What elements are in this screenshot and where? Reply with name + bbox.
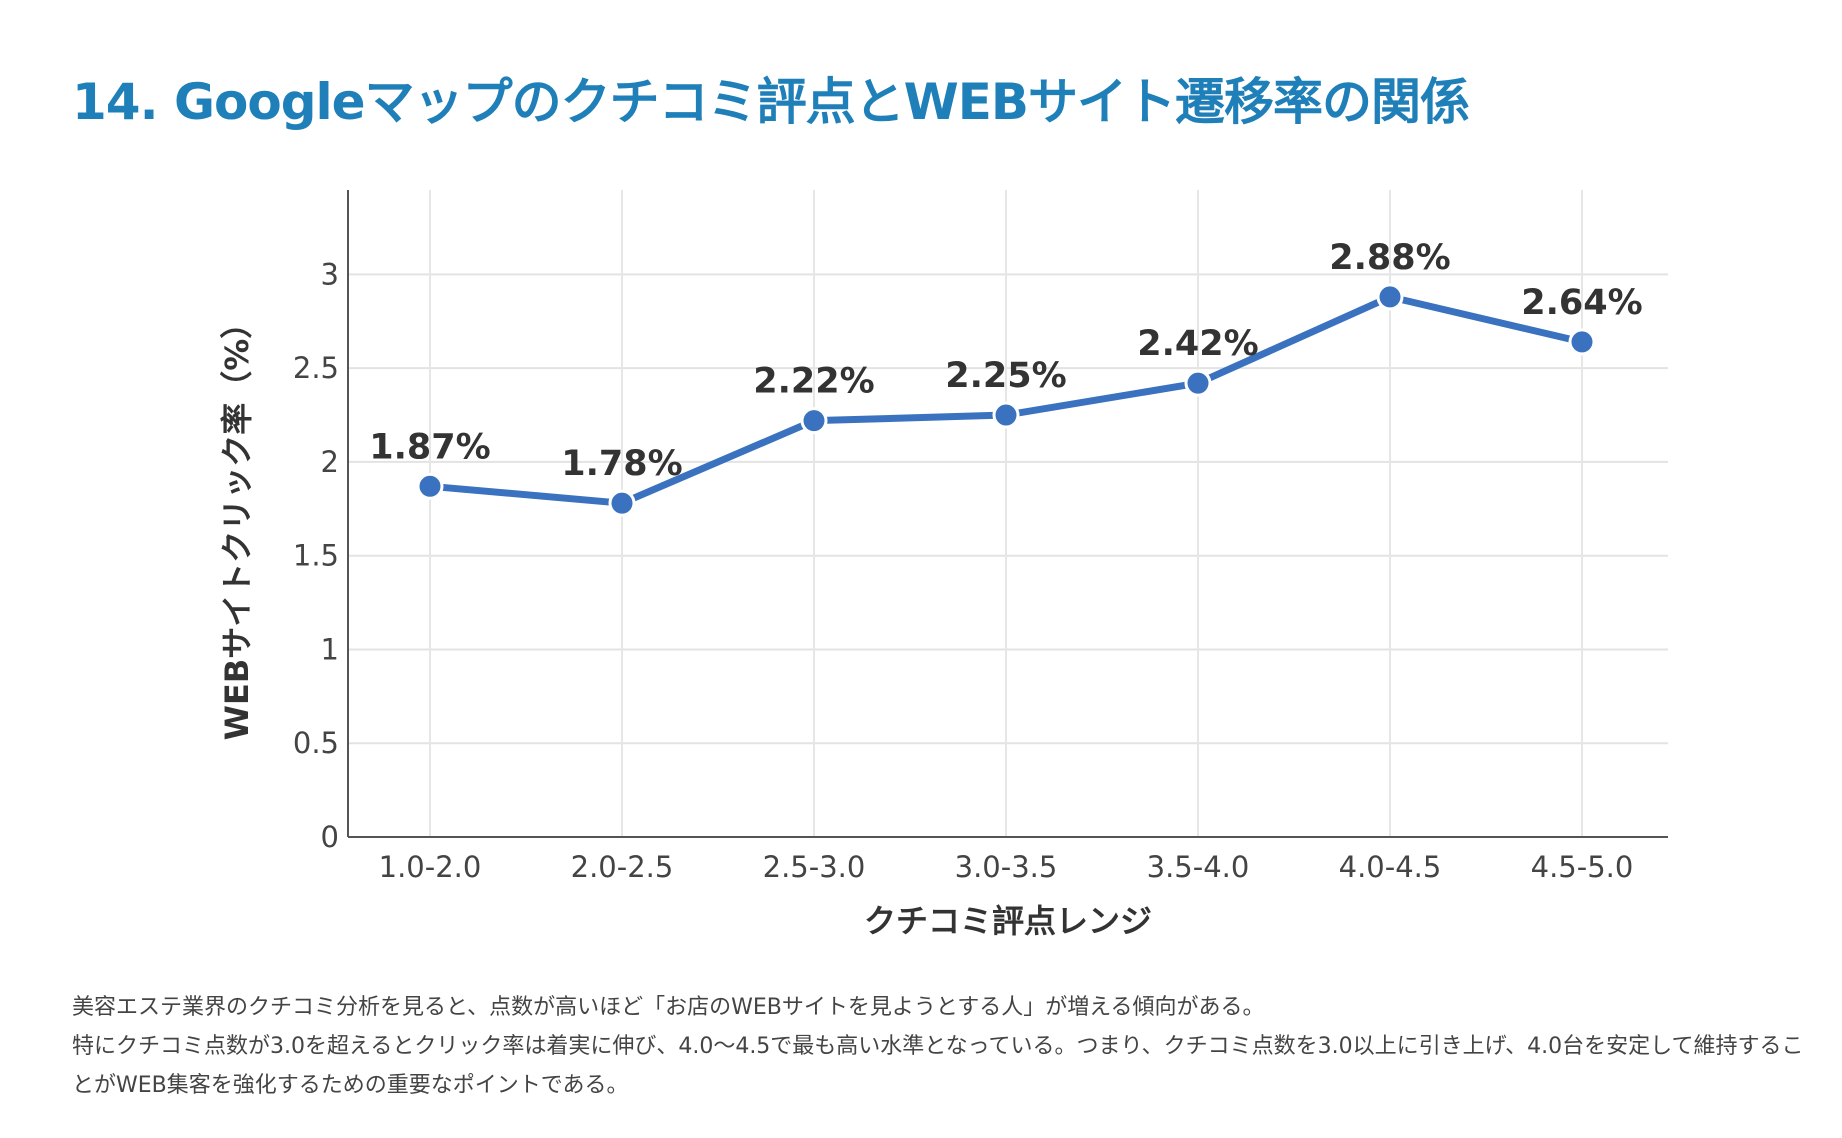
y-tick-label: 2 [321, 445, 339, 479]
data-point [1184, 369, 1212, 397]
description-line-2: 特にクチコミ点数が3.0を超えるとクリック率は着実に伸び、4.0〜4.5で最も高… [72, 1034, 1804, 1098]
data-point [1376, 283, 1404, 311]
data-point [992, 401, 1020, 429]
x-tick-label: 1.0-2.0 [379, 850, 482, 884]
data-label: 2.22% [753, 362, 874, 402]
data-label: 2.64% [1521, 283, 1642, 323]
data-point [800, 407, 828, 435]
data-label: 2.88% [1329, 238, 1450, 278]
data-label: 1.78% [561, 444, 682, 484]
x-tick-label: 4.0-4.5 [1339, 850, 1442, 884]
y-axis-title: WEBサイトクリック率（%） [218, 307, 256, 741]
x-tick-label: 2.5-3.0 [763, 850, 866, 884]
page-title: 14. Googleマップのクチコミ評点とWEBサイト遷移率の関係 [72, 73, 1470, 131]
x-tick-label: 3.5-4.0 [1147, 850, 1250, 884]
chart-grid [348, 190, 1668, 837]
x-axis-title: クチコミ評点レンジ [864, 902, 1152, 940]
y-tick-label: 0.5 [293, 726, 339, 760]
data-label: 2.42% [1137, 324, 1258, 364]
x-tick-label: 3.0-3.5 [955, 850, 1058, 884]
line-chart: 0 0.5 1 1.5 2 2.5 3 1.0-2.0 2.0-2.5 2.5-3.0 3.0-3.… [218, 190, 1668, 940]
data-point [416, 472, 444, 500]
data-point [608, 489, 636, 517]
y-tick-label: 0 [321, 820, 339, 854]
chart-series [416, 283, 1596, 517]
chart-axes: 0 0.5 1 1.5 2 2.5 3 1.0-2.0 2.0-2.5 2.5-3.0 3.0-3.… [293, 190, 1668, 884]
y-tick-label: 2.5 [293, 351, 339, 385]
x-tick-label: 2.0-2.5 [571, 850, 674, 884]
y-tick-label: 1.5 [293, 539, 339, 573]
y-tick-label: 3 [321, 257, 339, 291]
data-point [1568, 328, 1596, 356]
description-line-1: 美容エステ業界のクチコミ分析を見ると、点数が高いほど「お店のWEBサイトを見よう… [72, 995, 1265, 1020]
data-label: 2.25% [945, 356, 1066, 396]
x-tick-label: 4.5-5.0 [1531, 850, 1634, 884]
y-tick-label: 1 [321, 632, 339, 666]
chart-labels: 1.87% 1.78% 2.22% 2.25% 2.42% 2.88% 2.64% [369, 238, 1642, 484]
description: 美容エステ業界のクチコミ分析を見ると、点数が高いほど「お店のWEBサイトを見よう… [72, 988, 1812, 1105]
data-label: 1.87% [369, 427, 490, 467]
